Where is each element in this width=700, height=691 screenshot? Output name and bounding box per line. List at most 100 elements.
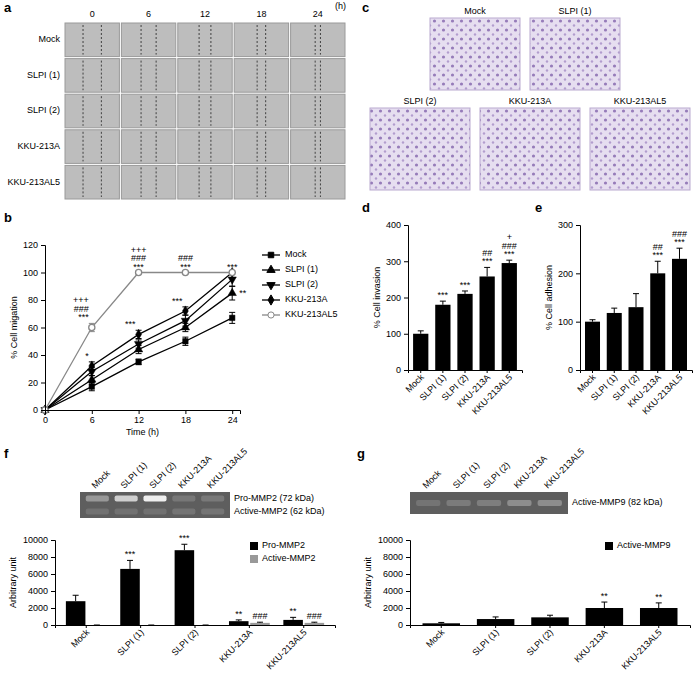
- tick: 120: [23, 240, 45, 250]
- photo: [234, 94, 288, 128]
- panel-letter: a: [4, 0, 12, 15]
- tick-mark: [249, 625, 250, 628]
- tick-label: 60: [28, 323, 38, 333]
- marker: [181, 318, 189, 325]
- photo: [65, 59, 119, 93]
- axis: 020406080100120: [23, 240, 46, 415]
- tick-mark: [404, 298, 408, 299]
- significance: ***: [674, 237, 685, 247]
- tick-mark: [614, 370, 615, 373]
- axis-line: [576, 226, 581, 371]
- tick-mark: [406, 574, 410, 575]
- tick-label: 6000: [383, 569, 403, 579]
- tick-mark: [41, 328, 45, 329]
- legend-label: SLPI (1): [285, 264, 318, 274]
- series-line: [45, 279, 232, 410]
- tick: 12: [134, 410, 144, 425]
- tick-mark: [509, 370, 510, 373]
- tick: 100: [558, 317, 580, 327]
- wound-edge: [83, 25, 84, 55]
- bar: [175, 550, 195, 625]
- tick-mark: [406, 608, 410, 609]
- bar: [229, 621, 249, 625]
- significance: **: [290, 606, 298, 616]
- tick-mark: [404, 370, 408, 371]
- plot-area: [585, 248, 687, 370]
- gel-band: [507, 500, 531, 506]
- tick-mark: [195, 625, 196, 628]
- tick-mark: [41, 300, 45, 301]
- axis-line: [46, 411, 241, 415]
- wound-edge: [141, 96, 142, 126]
- error-bar: [136, 330, 142, 338]
- tick-label: 100: [386, 329, 401, 339]
- error-bar: [601, 602, 607, 608]
- axis-line: [411, 626, 691, 629]
- tick-label: SLPI (1): [115, 627, 145, 657]
- tick-label: KKU-213AL5: [470, 372, 514, 416]
- tick-mark: [92, 410, 93, 414]
- annotations: ##***###***: [652, 229, 687, 261]
- tick: 4000: [383, 586, 410, 596]
- marker: [228, 288, 236, 295]
- row-label: SLPI (2): [27, 105, 60, 115]
- series-line: [45, 318, 232, 410]
- marker: [229, 315, 234, 320]
- tick: 6000: [383, 569, 410, 579]
- tick-label: 200: [386, 293, 401, 303]
- plot-area: [423, 602, 678, 625]
- legend-swatch: [250, 542, 258, 550]
- tick: 100: [23, 268, 45, 278]
- tick-mark: [51, 540, 55, 541]
- significance: ***: [179, 533, 190, 543]
- annotations: ****: [601, 591, 663, 602]
- bar: [628, 307, 643, 370]
- series-line: [45, 273, 232, 411]
- tick-label: SLPI (2): [525, 627, 555, 657]
- tick: 8000: [28, 552, 55, 562]
- tick-mark: [420, 370, 421, 373]
- tick: 0: [568, 365, 580, 375]
- tick: SLPI (2): [170, 625, 200, 658]
- significance: ***: [133, 262, 144, 272]
- gel-background: [410, 492, 568, 514]
- tick-mark: [487, 370, 488, 373]
- photo: [430, 18, 520, 90]
- bar: [650, 273, 665, 370]
- wound-edge: [210, 25, 211, 55]
- tick-label: KKU-213A: [217, 627, 254, 664]
- tick-label: 0: [396, 365, 401, 375]
- tick-label: 24: [228, 415, 238, 425]
- tick: 2000: [28, 603, 55, 613]
- legend-marker: [267, 283, 275, 290]
- photo: [121, 165, 175, 199]
- gel-band: [538, 500, 562, 506]
- tick-label: 200: [558, 269, 573, 279]
- panel-letter: e: [535, 200, 542, 215]
- wound-edge: [199, 96, 200, 126]
- tick: 300: [386, 257, 408, 267]
- significance: ***: [652, 250, 663, 260]
- column-header: 24: [313, 9, 323, 19]
- tick: KKU-213AL5: [265, 625, 309, 671]
- tick-label: 80: [28, 295, 38, 305]
- tick-label: 6000: [28, 569, 48, 579]
- bar: [531, 617, 569, 625]
- panel-letter: c: [362, 0, 369, 15]
- tick-mark: [495, 625, 496, 628]
- wound-edge: [257, 167, 258, 197]
- tick-label: 2000: [28, 603, 48, 613]
- axis: 0200040006000800010000: [23, 535, 56, 630]
- axis: 0200040006000800010000: [378, 535, 411, 630]
- photo: [121, 23, 175, 57]
- wound-edge: [320, 61, 321, 91]
- error-bar: [73, 595, 79, 601]
- bar: [502, 263, 517, 370]
- tick-label: 20: [28, 378, 38, 388]
- tick-label: 8000: [383, 552, 403, 562]
- y-axis-title: % Cell invasion: [372, 267, 382, 329]
- tick-label: 8000: [28, 552, 48, 562]
- axis: MockSLPI (1)SLPI (2)KKU-213AKKU-213AL5: [403, 370, 522, 416]
- tick-mark: [406, 591, 410, 592]
- y-axis-title: Arbitrary unit: [8, 557, 18, 609]
